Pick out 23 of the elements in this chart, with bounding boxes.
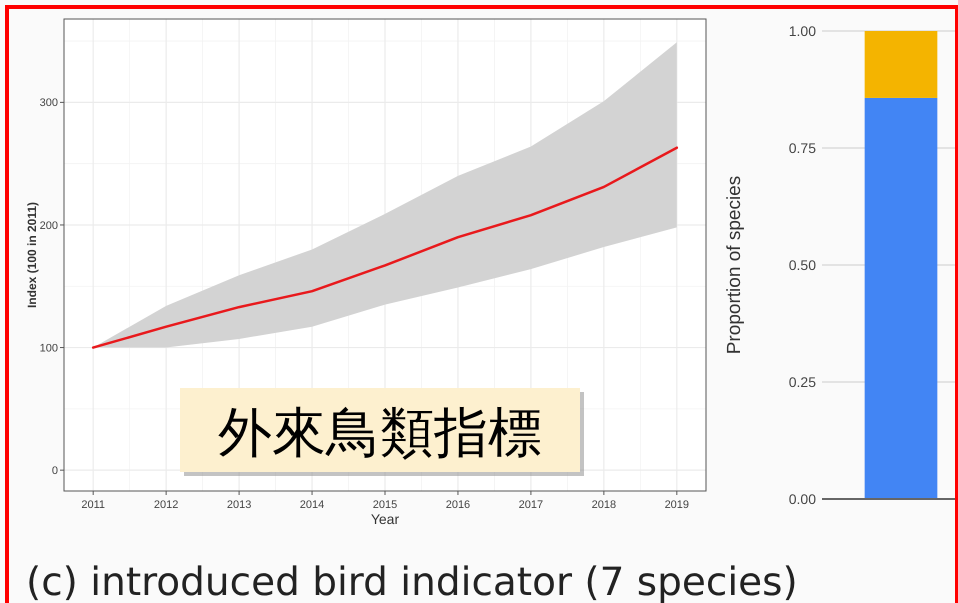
x-tick-label: 2014 xyxy=(300,499,324,511)
x-tick-label: 2019 xyxy=(664,499,690,511)
x-tick-label: 2018 xyxy=(592,499,616,511)
y-tick-label: 0.00 xyxy=(788,490,816,507)
x-tick-label: 2017 xyxy=(518,499,544,511)
y-tick-label: 0 xyxy=(52,465,58,478)
x-axis-title: Year xyxy=(370,511,400,527)
annotation: 外來鳥類指標 xyxy=(218,401,542,464)
y-tick-label: 200 xyxy=(40,220,58,232)
y-axis-title: Proportion of species xyxy=(724,176,745,354)
y-axis-title: Index (100 in 2011) xyxy=(25,202,39,308)
x-tick-label: 2015 xyxy=(372,499,398,511)
y-tick-label: 100 xyxy=(40,342,58,354)
x-tick-label: 2011 xyxy=(81,499,106,511)
y-tick-label: 0.50 xyxy=(788,256,816,273)
y-tick-label: 300 xyxy=(40,97,58,110)
line-series xyxy=(92,146,678,349)
y-tick-label: 0.75 xyxy=(788,140,816,156)
x-tick-label: 2013 xyxy=(226,499,252,511)
x-tick-label: 2016 xyxy=(446,499,470,511)
x-tick-label: 2012 xyxy=(154,499,178,511)
y-tick-label: 0.25 xyxy=(788,374,816,390)
y-tick-label: 1.00 xyxy=(788,22,816,39)
